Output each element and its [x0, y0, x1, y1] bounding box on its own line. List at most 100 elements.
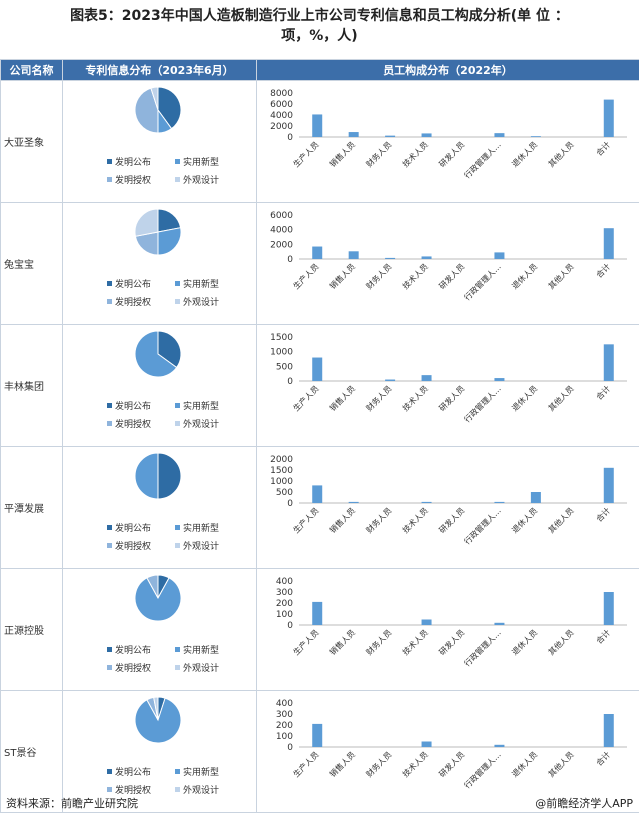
- bar: [530, 136, 541, 137]
- x-tick-label: 行政管理人…: [462, 261, 503, 302]
- table-row: 丰林集团 发明公布 实用新型 发明授权 外观设计 0 500 1000 1500 生产人员 销售人员…: [0, 324, 639, 447]
- pie-slice: [150, 86, 159, 111]
- bar: [312, 246, 323, 259]
- x-tick-label: 财务人员: [364, 627, 394, 657]
- legend-swatch: [107, 281, 112, 286]
- legend-swatch: [107, 421, 112, 426]
- x-tick-label: 销售人员: [327, 383, 357, 413]
- legend-swatch: [107, 647, 112, 652]
- y-tick-label: 0: [287, 499, 293, 509]
- bar: [603, 344, 614, 381]
- header-employee: 员工构成分布（2022年）: [256, 59, 639, 81]
- bar: [421, 741, 432, 747]
- legend-item: 外观设计: [175, 783, 219, 796]
- x-tick-label: 财务人员: [364, 383, 394, 413]
- legend-label: 外观设计: [183, 420, 220, 430]
- pie-slice: [134, 208, 159, 237]
- legend-swatch: [107, 177, 112, 182]
- legend-swatch: [107, 525, 112, 530]
- source-note: 资料来源：前瞻产业研究院: [6, 797, 138, 810]
- x-tick-label: 财务人员: [364, 505, 394, 535]
- legend-item: 发明授权: [107, 661, 151, 674]
- y-tick-label: 100: [276, 732, 293, 742]
- x-tick-label: 销售人员: [327, 505, 357, 535]
- legend-label: 发明授权: [115, 664, 152, 674]
- x-tick-label: 其他人员: [546, 261, 576, 291]
- patent-cell: 发明公布 实用新型 发明授权 外观设计: [62, 446, 257, 569]
- bar: [421, 501, 432, 503]
- legend-label: 发明公布: [115, 158, 152, 168]
- x-tick-label: 研发人员: [437, 139, 467, 169]
- legend-item: 发明授权: [107, 417, 151, 430]
- patent-pie: [134, 574, 182, 622]
- legend-label: 实用新型: [183, 402, 220, 412]
- legend-item: 发明公布: [107, 399, 151, 412]
- employee-cell: 0 2000 4000 6000 8000 生产人员 销售人员 财务人员 技术人员 研发人员 行政管…: [256, 80, 639, 203]
- bar: [348, 132, 359, 137]
- employee-cell: 0 2000 4000 6000 生产人员 销售人员 财务人员 技术人员 研发人员 行政管理人… 退…: [256, 202, 639, 325]
- pie-slice: [146, 574, 159, 599]
- x-tick-label: 行政管理人…: [462, 139, 503, 180]
- pie-slice: [134, 577, 182, 622]
- x-tick-label: 合计: [594, 505, 612, 523]
- table-row: 正源控股 发明公布 实用新型 发明授权 外观设计 0 100 200 300 400 生产人员 销售人…: [0, 568, 639, 691]
- x-tick-label: 销售人员: [327, 627, 357, 657]
- legend-swatch: [175, 543, 180, 548]
- bar: [530, 492, 541, 503]
- bar: [421, 619, 432, 625]
- x-tick-label: 财务人员: [364, 261, 394, 291]
- bar: [421, 256, 432, 259]
- pie-slice: [157, 330, 182, 369]
- company-name: 兔宝宝: [0, 202, 63, 325]
- legend-item: 发明授权: [107, 783, 151, 796]
- legend-item: 实用新型: [175, 155, 219, 168]
- x-tick-label: 退休人员: [510, 505, 540, 535]
- x-tick-label: 财务人员: [364, 139, 394, 169]
- legend-swatch: [175, 787, 180, 792]
- y-tick-label: 8000: [270, 89, 293, 99]
- bar: [494, 622, 505, 625]
- x-tick-label: 技术人员: [400, 627, 430, 657]
- x-tick-label: 销售人员: [327, 749, 357, 779]
- x-tick-label: 生产人员: [291, 383, 321, 413]
- x-tick-label: 其他人员: [546, 139, 576, 169]
- pie-slice: [153, 696, 159, 721]
- pie-slice: [134, 452, 159, 500]
- legend-swatch: [107, 403, 112, 408]
- legend-swatch: [107, 665, 112, 670]
- y-tick-label: 1500: [270, 333, 293, 343]
- employee-cell: 0 500 1000 1500 生产人员 销售人员 财务人员 技术人员 研发人员 行政管理人… 退休…: [256, 324, 639, 447]
- legend-item: 外观设计: [175, 173, 219, 186]
- legend-label: 发明公布: [115, 280, 152, 290]
- bar: [312, 357, 323, 381]
- x-tick-label: 退休人员: [510, 383, 540, 413]
- legend-label: 实用新型: [183, 524, 220, 534]
- pie-slice: [134, 697, 182, 744]
- legend-item: 外观设计: [175, 661, 219, 674]
- bar: [312, 723, 323, 747]
- y-tick-label: 2000: [270, 455, 293, 465]
- chart-title-line2: 项，%，人): [281, 28, 358, 44]
- legend-swatch: [175, 403, 180, 408]
- legend-swatch: [175, 665, 180, 670]
- table-header-row: 公司名称 专利信息分布（2023年6月） 员工构成分布（2022年）: [0, 59, 639, 81]
- patent-pie: [134, 452, 182, 500]
- pie-slice: [157, 452, 182, 500]
- x-tick-label: 其他人员: [546, 749, 576, 779]
- y-tick-label: 200: [276, 599, 293, 609]
- y-tick-label: 0: [287, 621, 293, 631]
- patent-pie: [134, 330, 182, 378]
- bar: [421, 133, 432, 137]
- y-tick-label: 4000: [270, 226, 293, 236]
- patent-pie: [134, 86, 182, 134]
- y-tick-label: 6000: [270, 100, 293, 110]
- legend-item: 发明公布: [107, 155, 151, 168]
- legend-item: 实用新型: [175, 643, 219, 656]
- x-tick-label: 研发人员: [437, 505, 467, 535]
- legend-swatch: [175, 299, 180, 304]
- legend-label: 实用新型: [183, 158, 220, 168]
- patent-cell: 发明公布 实用新型 发明授权 外观设计: [62, 568, 257, 691]
- legend-swatch: [175, 421, 180, 426]
